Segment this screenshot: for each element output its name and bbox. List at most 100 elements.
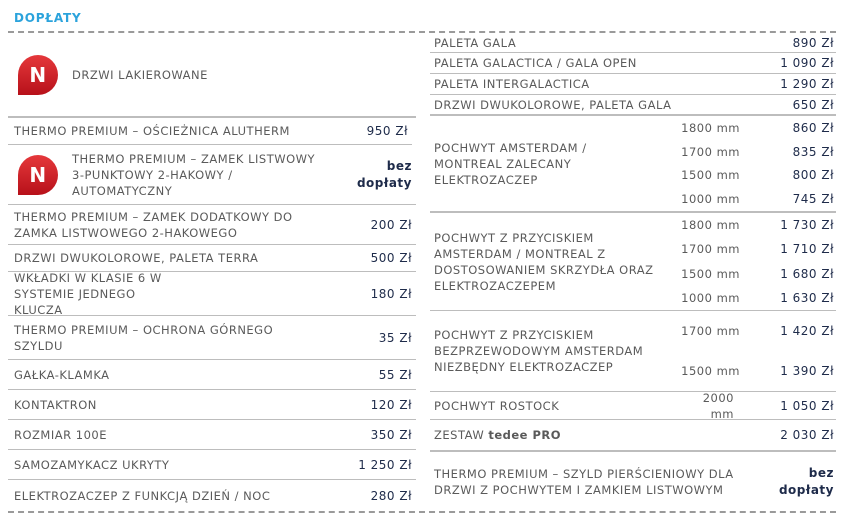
size-price: 860 Zł	[792, 120, 834, 135]
list-item-sizes: POCHWYT Z PRZYCISKIEM AMSTERDAM / MONTRE…	[430, 213, 836, 311]
list-item: PALETA GALA 890 Zł	[430, 33, 836, 53]
list-item: POCHWYT ROSTOCK 2000 mm 1 050 Zł	[430, 390, 836, 421]
n-badge-icon: N	[18, 154, 58, 195]
item-price: 180 Zł	[370, 286, 412, 301]
item-price: 650 Zł	[792, 97, 834, 112]
item-label: THERMO PREMIUM – OŚCIEŻNICA ALUTHERM	[14, 124, 290, 138]
item-label: ELEKTROZACZEP Z FUNKCJĄ DZIEŃ / NOC	[14, 488, 271, 503]
size-row: 1500 mm 800 Zł	[676, 167, 836, 183]
list-item: ZESTAW tedee PRO 2 030 Zł	[430, 420, 836, 452]
item-price: 1 090 Zł	[780, 56, 834, 70]
list-item: WKŁADKI W KLASIE 6 W SYSTEMIE JEDNEGO KL…	[8, 270, 416, 317]
list-item: THERMO PREMIUM – OCHRONA GÓRNEGO SZYLDU 3…	[8, 316, 416, 360]
size-length: 1000 mm	[681, 290, 740, 305]
item-price: 2 030 Zł	[780, 428, 834, 442]
section-heading: DOPŁATY	[14, 11, 82, 25]
list-item: ROZMIAR 100E 350 Zł	[8, 420, 416, 450]
list-item: PALETA GALACTICA / GALA OPEN 1 090 Zł	[430, 53, 836, 74]
item-price: 35 Zł	[378, 330, 412, 345]
dashed-divider	[8, 31, 836, 33]
item-price: bez dopłaty	[356, 158, 412, 190]
list-item: N THERMO PREMIUM – ZAMEK LISTWOWY 3-PUNK…	[8, 145, 416, 205]
size-length: 1500 mm	[681, 168, 740, 183]
item-label: POCHWYT ROSTOCK	[434, 398, 560, 413]
item-label: POCHWYT AMSTERDAM / MONTREAL ZALECANY EL…	[434, 140, 587, 187]
item-label: PALETA INTERGALACTICA	[434, 77, 590, 91]
item-label: POCHWYT Z PRZYCISKIEM AMSTERDAM / MONTRE…	[434, 230, 654, 293]
size-row: 1800 mm 1 730 Zł	[676, 217, 836, 233]
item-price: 120 Zł	[370, 397, 412, 412]
list-item: GAŁKA-KLAMKA 55 Zł	[8, 360, 416, 390]
item-price: 350 Zł	[370, 427, 412, 442]
item-label: KONTAKTRON	[14, 397, 97, 412]
item-label: GAŁKA-KLAMKA	[14, 367, 110, 382]
dashed-divider	[8, 511, 836, 513]
list-item: PALETA INTERGALACTICA 1 290 Zł	[430, 74, 836, 95]
size-row: 1800 mm 860 Zł	[676, 120, 836, 136]
item-label: DRZWI DWUKOLOROWE, PALETA TERRA	[14, 251, 259, 265]
size-price: 1 630 Zł	[780, 290, 834, 305]
size-length: 1700 mm	[681, 242, 740, 257]
item-price: 200 Zł	[370, 217, 412, 232]
item-price: 1 290 Zł	[780, 77, 834, 91]
item-price: 1 250 Zł	[358, 457, 412, 472]
item-label: SAMOZAMYKACZ UKRYTY	[14, 457, 170, 472]
list-item: THERMO PREMIUM – OŚCIEŻNICA ALUTHERM 950 …	[8, 118, 412, 145]
item-label: PALETA GALA	[434, 35, 517, 50]
item-price: 890 Zł	[792, 35, 834, 50]
brand-name: tedee PRO	[488, 428, 562, 442]
list-item: THERMO PREMIUM – ZAMEK DODATKOWY DO ZAMK…	[8, 205, 416, 245]
item-price: bez dopłaty	[778, 465, 834, 497]
item-price: 500 Zł	[370, 251, 412, 265]
size-price: 1 730 Zł	[780, 218, 834, 233]
size-row: 1000 mm 745 Zł	[676, 191, 836, 207]
size-length: 1500 mm	[681, 266, 740, 281]
item-price: 950 Zł	[366, 124, 408, 138]
item-price: 1 050 Zł	[780, 398, 834, 413]
item-label: ROZMIAR 100E	[14, 427, 107, 442]
size-length: 1800 mm	[681, 120, 740, 135]
size-length: 1700 mm	[681, 144, 740, 159]
size-length: 1700 mm	[681, 324, 740, 338]
item-label: DRZWI DWUKOLOROWE, PALETA GALA	[434, 97, 672, 112]
size-length: 1800 mm	[681, 218, 740, 233]
size-length: 2000 mm	[702, 390, 734, 421]
n-badge-icon: N	[18, 54, 58, 95]
item-label: PALETA GALACTICA / GALA OPEN	[434, 56, 637, 70]
size-row: 1500 mm 1 390 Zł	[676, 363, 836, 379]
list-item: KONTAKTRON 120 Zł	[8, 390, 416, 420]
item-price: 280 Zł	[370, 488, 412, 503]
size-row: 1700 mm 1 710 Zł	[676, 241, 836, 257]
size-row: 1500 mm 1 680 Zł	[676, 266, 836, 282]
size-length: 1000 mm	[681, 192, 740, 207]
list-item: SAMOZAMYKACZ UKRYTY 1 250 Zł	[8, 450, 416, 480]
size-price: 800 Zł	[792, 168, 834, 183]
size-price: 835 Zł	[792, 144, 834, 159]
size-row: 1000 mm 1 630 Zł	[676, 290, 836, 306]
size-price: 1 710 Zł	[780, 242, 834, 257]
size-price: 1 390 Zł	[780, 364, 834, 378]
label-prefix: ZESTAW	[434, 428, 485, 442]
size-price: 745 Zł	[792, 192, 834, 207]
item-price: 55 Zł	[378, 367, 412, 382]
item-label: THERMO PREMIUM – ZAMEK LISTWOWY 3-PUNKTO…	[72, 151, 316, 198]
item-label: THERMO PREMIUM – SZYLD PIERŚCIENIOWY DLA…	[434, 466, 734, 497]
list-item: DRZWI DWUKOLOROWE, PALETA TERRA 500 Zł	[8, 245, 416, 272]
item-label: POCHWYT Z PRZYCISKIEM BEZPRZEWODOWYM AMS…	[434, 328, 644, 374]
item-label: THERMO PREMIUM – ZAMEK DODATKOWY DO ZAMK…	[14, 209, 293, 240]
item-label: ZESTAW tedee PRO	[434, 427, 756, 443]
item-label: DRZWI LAKIEROWANE	[72, 67, 208, 82]
item-label: WKŁADKI W KLASIE 6 W SYSTEMIE JEDNEGO KL…	[14, 270, 162, 317]
item-label: THERMO PREMIUM – OCHRONA GÓRNEGO SZYLDU	[14, 322, 274, 353]
list-item: ELEKTROZACZEP Z FUNKCJĄ DZIEŃ / NOC 280 Z…	[8, 480, 416, 511]
size-price: 1 420 Zł	[780, 324, 834, 338]
list-item-sizes: POCHWYT AMSTERDAM / MONTREAL ZALECANY EL…	[430, 116, 836, 213]
list-item: THERMO PREMIUM – SZYLD PIERŚCIENIOWY DLA…	[430, 452, 836, 511]
list-item: N DRZWI LAKIEROWANE	[8, 33, 416, 118]
size-row: 1700 mm 835 Zł	[676, 144, 836, 160]
list-item: DRZWI DWUKOLOROWE, PALETA GALA 650 Zł	[430, 95, 836, 116]
size-length: 1500 mm	[681, 364, 740, 378]
list-item-sizes: POCHWYT Z PRZYCISKIEM BEZPRZEWODOWYM AMS…	[430, 311, 836, 392]
size-price: 1 680 Zł	[780, 266, 834, 281]
size-row: 1700 mm 1 420 Zł	[676, 323, 836, 339]
